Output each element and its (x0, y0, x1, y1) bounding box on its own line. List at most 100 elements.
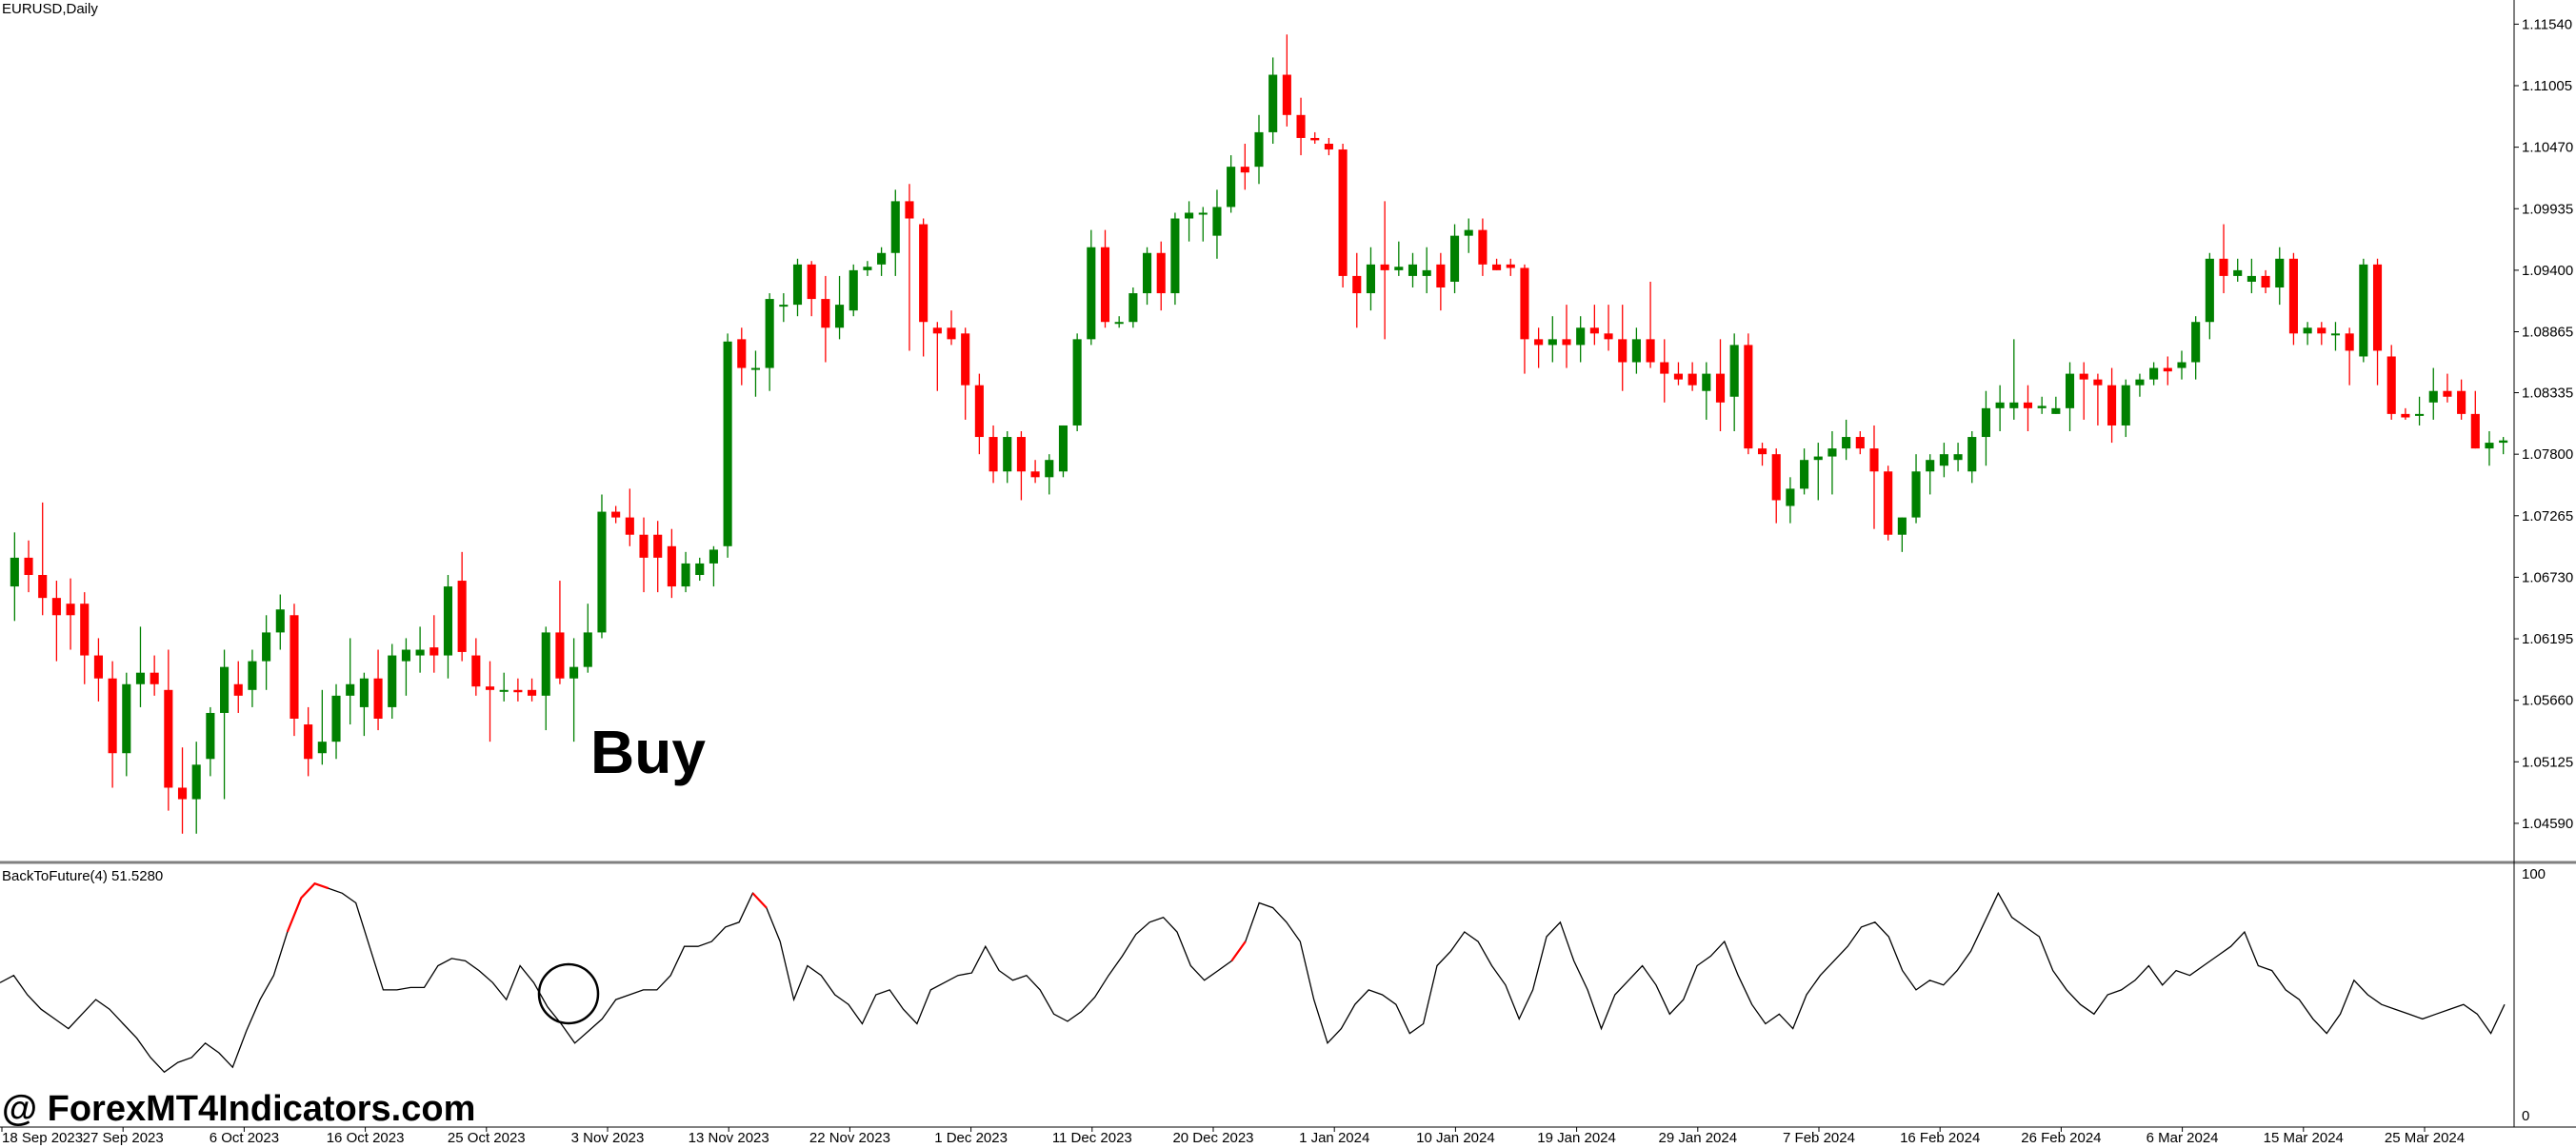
candle-body (2288, 258, 2298, 334)
candle (1953, 443, 1963, 472)
candle-body (2275, 258, 2285, 287)
candle (2037, 396, 2047, 414)
candle-body (1240, 167, 1249, 173)
price-tick-label: 1.09935 (2522, 201, 2573, 217)
watermark: @ ForexMT4Indicators.com (2, 1089, 475, 1129)
candle-body (1212, 207, 1222, 236)
candle (1464, 218, 1473, 253)
candle (1212, 189, 1222, 259)
candle (1366, 247, 1376, 311)
candle-body (1156, 252, 1166, 294)
candle-body (1884, 471, 1893, 535)
candle-body (2345, 333, 2354, 351)
candle (499, 672, 509, 702)
candle-body (765, 299, 774, 368)
candle (177, 747, 188, 834)
candle-body (2149, 367, 2159, 380)
candle (1100, 229, 1110, 328)
candle-body (1534, 339, 1544, 346)
candle-body (1128, 293, 1138, 323)
candle (2470, 390, 2480, 449)
candle-body (1660, 362, 1669, 374)
candle (2288, 252, 2298, 346)
indicator-highlight (1230, 940, 1247, 962)
candle (1884, 465, 1893, 541)
candle-body (1618, 339, 1627, 363)
main-chart-title: EURUSD,Daily (2, 1, 98, 17)
candle-body (2401, 413, 2410, 418)
candle (331, 683, 341, 760)
candle (429, 615, 439, 673)
candle (233, 661, 243, 713)
price-tick-label: 1.10470 (2522, 140, 2573, 156)
candle (1003, 431, 1012, 484)
candle (1058, 425, 1068, 478)
candle-body (597, 511, 607, 633)
candle (723, 333, 732, 558)
candle-body (1604, 333, 1613, 340)
candle (2065, 362, 2075, 431)
candle-body (150, 672, 159, 684)
candle-body (1673, 373, 1683, 380)
candle-body (93, 655, 103, 679)
candle-body (443, 586, 453, 656)
price-tick-label: 1.06730 (2522, 569, 2573, 585)
candle-body (2177, 362, 2187, 368)
candle-body (248, 661, 257, 690)
candle (1185, 201, 1194, 242)
candle (1198, 207, 1208, 242)
candle (681, 551, 690, 593)
candle-body (1589, 327, 1599, 334)
candle (2023, 385, 2033, 431)
time-tick-label: 11 Dec 2023 (1052, 1130, 1132, 1146)
candle (1715, 339, 1726, 431)
candle-body (1114, 322, 1124, 325)
candle-body (51, 598, 61, 616)
candle-body (807, 264, 816, 300)
candle (1072, 333, 1082, 431)
candle (779, 293, 789, 323)
candle (932, 322, 942, 391)
candle (373, 649, 383, 731)
candle (1800, 448, 1809, 495)
indicator-highlight (751, 892, 768, 909)
candle-body (331, 695, 341, 742)
candle (1897, 517, 1907, 552)
time-tick-label: 26 Feb 2024 (2021, 1130, 2101, 1146)
candle-body (2415, 413, 2425, 416)
candle (1240, 144, 1249, 190)
candle-body (177, 787, 188, 800)
candle (1534, 327, 1544, 368)
candle (528, 678, 537, 702)
candle-body (2386, 356, 2396, 414)
candle (1324, 137, 1333, 156)
candle-body (1576, 327, 1586, 346)
candle-body (2470, 413, 2480, 449)
candle (2303, 322, 2312, 346)
candle (919, 218, 929, 357)
candle (1604, 305, 1613, 351)
candle (2330, 322, 2341, 351)
candle (1995, 385, 2005, 431)
candle (835, 275, 845, 340)
candle (1618, 305, 1627, 391)
candle-body (122, 683, 131, 754)
candle (2163, 356, 2172, 386)
candle (150, 655, 159, 696)
candle-body (541, 632, 550, 696)
candle-body (2121, 385, 2130, 426)
price-tick-label: 1.07800 (2522, 446, 2573, 463)
candle (388, 643, 397, 719)
candle (1087, 229, 1096, 346)
candle (471, 638, 481, 696)
candle (1045, 454, 1054, 495)
candle (1562, 305, 1571, 368)
candle-body (38, 575, 48, 599)
candle-body (220, 666, 230, 713)
time-tick-label: 1 Dec 2023 (934, 1130, 1008, 1146)
candle-body (317, 742, 327, 754)
candle-body (2372, 264, 2383, 351)
time-tick-label: 6 Mar 2024 (2147, 1130, 2219, 1146)
candle-body (290, 615, 299, 719)
candle-body (485, 686, 495, 690)
